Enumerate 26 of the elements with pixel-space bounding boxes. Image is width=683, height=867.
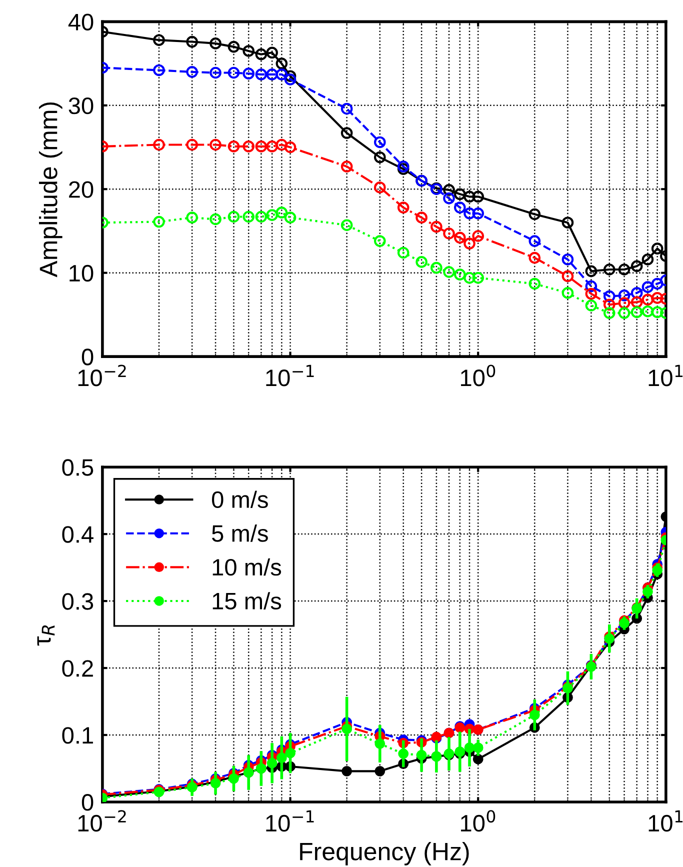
y-tick-label: 0.5 [62, 459, 94, 476]
legend-label: 0 m/s [212, 490, 268, 508]
y-tick-label: 10 [70, 264, 94, 282]
y-tick-label: 30 [68, 97, 94, 114]
x-tick-label: 10$^{−2}$ [78, 810, 126, 832]
x-tick-label: 10$^{1}$ [648, 810, 683, 832]
y-tick-label: 0 [82, 794, 94, 811]
y-tick-label: 0.3 [62, 593, 94, 610]
y-tick-label: 20 [69, 181, 94, 198]
x-tick-label: 10$^{−1}$ [266, 364, 314, 386]
y-axis-title: Amplitude (mm) [38, 102, 62, 278]
x-tick-label: 10$^{1}$ [648, 364, 683, 386]
y-tick-label: 40 [68, 14, 94, 30]
x-tick-label: 10$^{0}$ [461, 810, 496, 832]
y-tick-label: 0.2 [62, 660, 93, 677]
legend-label: 5 m/s [212, 524, 268, 542]
y-tick-label: 0.4 [62, 526, 94, 543]
x-axis-title: Frequency (Hz) [300, 842, 469, 866]
x-tick-label: 10$^{0}$ [461, 364, 496, 386]
x-tick-label: 10$^{−2}$ [78, 364, 126, 386]
y-axis-title: τ$_{R}$ [37, 625, 55, 646]
legend-label: 10 m/s [212, 558, 282, 576]
legend-label: 15 m/s [212, 592, 282, 610]
y-tick-label: 0 [82, 348, 94, 366]
x-tick-label: 10$^{−1}$ [266, 810, 314, 832]
y-tick-label: 0.1 [62, 727, 93, 744]
